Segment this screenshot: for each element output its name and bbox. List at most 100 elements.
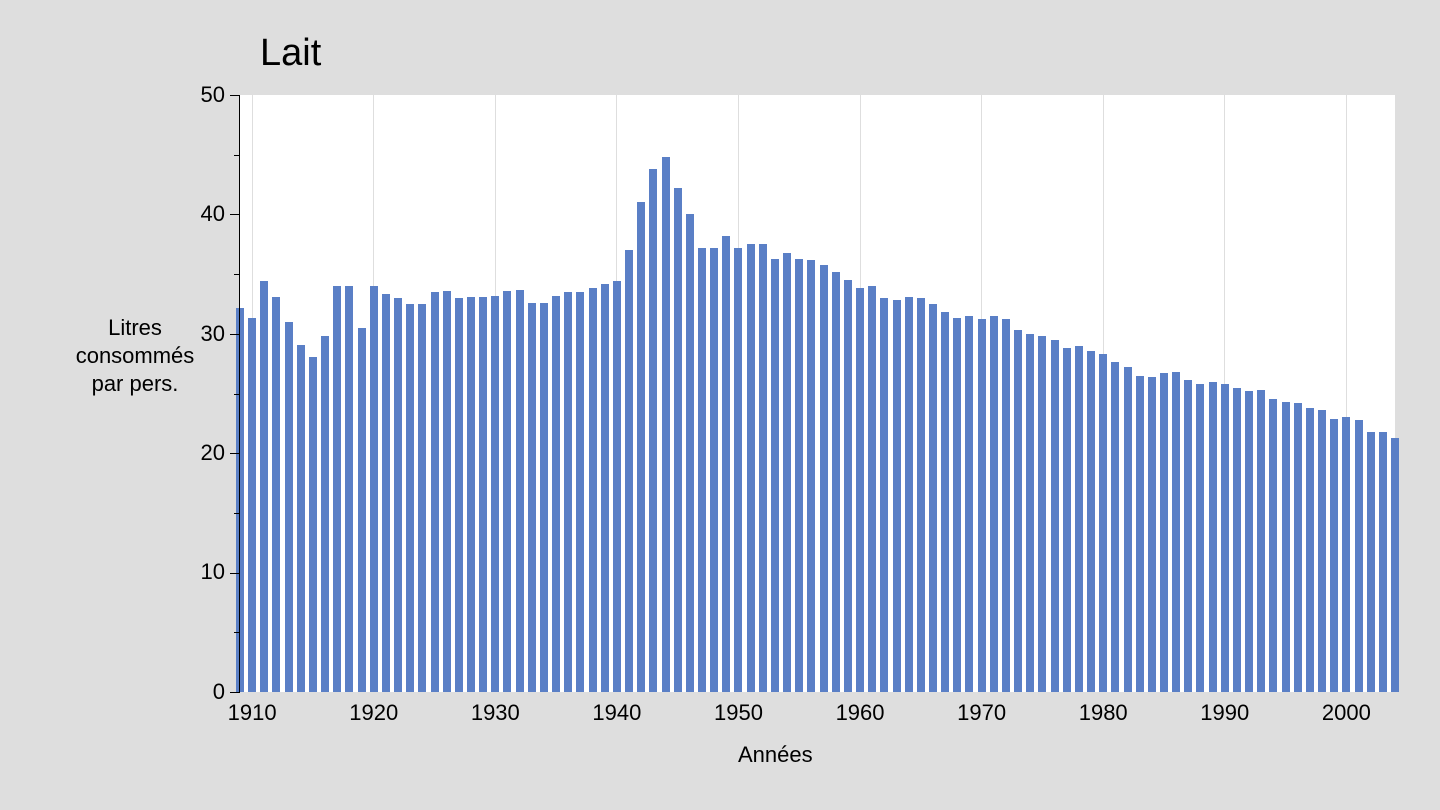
bar [431,292,439,692]
plot-area [240,95,1395,692]
bar [868,286,876,692]
bar [333,286,341,692]
bar [236,308,244,692]
bar [443,291,451,692]
bar [1063,348,1071,692]
bar [965,316,973,692]
bar [455,298,463,692]
bar [1379,432,1387,692]
bar [394,298,402,692]
bar [576,292,584,692]
bar [990,316,998,692]
bar [1075,346,1083,692]
bar [297,345,305,692]
bar [309,357,317,693]
bar [1282,402,1290,692]
bar [491,296,499,692]
bar [467,297,475,692]
bar [601,284,609,692]
bar [722,236,730,692]
bar [1233,388,1241,692]
bar [1136,376,1144,692]
bar [1002,319,1010,692]
bar [820,265,828,692]
bar [929,304,937,692]
bar [540,303,548,692]
bar [1014,330,1022,692]
bar [248,318,256,692]
y-axis-line [239,95,240,692]
bar [1038,336,1046,692]
bar [747,244,755,692]
xtick-label: 1940 [587,700,647,726]
bar [1367,432,1375,692]
bar [783,253,791,692]
bar [637,202,645,692]
xtick-label: 1970 [952,700,1012,726]
bar [370,286,378,692]
bar [893,300,901,692]
bar [1294,403,1302,692]
bar [795,259,803,692]
bar [358,328,366,692]
ytick-label: 40 [170,201,225,227]
chart-title: Lait [260,32,321,75]
ytick-label: 10 [170,559,225,585]
bar [1355,420,1363,692]
bar [1245,391,1253,692]
xtick-label: 1910 [222,700,282,726]
bar [1342,417,1350,692]
bar [1257,390,1265,692]
bar [1026,334,1034,692]
xtick-label: 1990 [1195,700,1255,726]
bar [1051,340,1059,692]
bar [1172,372,1180,692]
bar [479,297,487,692]
ytick-label: 50 [170,82,225,108]
ytick-label: 30 [170,321,225,347]
bar [589,288,597,692]
bar [1391,438,1399,692]
bar [1184,380,1192,692]
bar [1318,410,1326,692]
bar [382,294,390,692]
bar [1111,362,1119,692]
xtick-label: 2000 [1316,700,1376,726]
bar [710,248,718,692]
bar [698,248,706,692]
bar [1330,419,1338,692]
bar [734,248,742,692]
bar [807,260,815,692]
bar [1196,384,1204,692]
bar [528,303,536,692]
xtick-label: 1950 [708,700,768,726]
bar [625,250,633,692]
bar [856,288,864,692]
bar [953,318,961,692]
xtick-label: 1920 [344,700,404,726]
bar [1209,382,1217,692]
bar [272,297,280,692]
bar [516,290,524,692]
bar [613,281,621,692]
bar [1124,367,1132,692]
bar [1087,351,1095,692]
xtick-label: 1980 [1073,700,1133,726]
bar [759,244,767,692]
ytick-mark [230,692,240,693]
bar [1160,373,1168,692]
bar [674,188,682,692]
xtick-label: 1960 [830,700,890,726]
bar [285,322,293,692]
bar [662,157,670,692]
xtick-label: 1930 [465,700,525,726]
bar [552,296,560,692]
bar [503,291,511,692]
bar [1148,377,1156,692]
bar [844,280,852,692]
bar [832,272,840,692]
ytick-label: 20 [170,440,225,466]
x-axis-label: Années [738,742,813,768]
bar [686,214,694,692]
y-axis-label-line: par pers. [75,370,195,398]
